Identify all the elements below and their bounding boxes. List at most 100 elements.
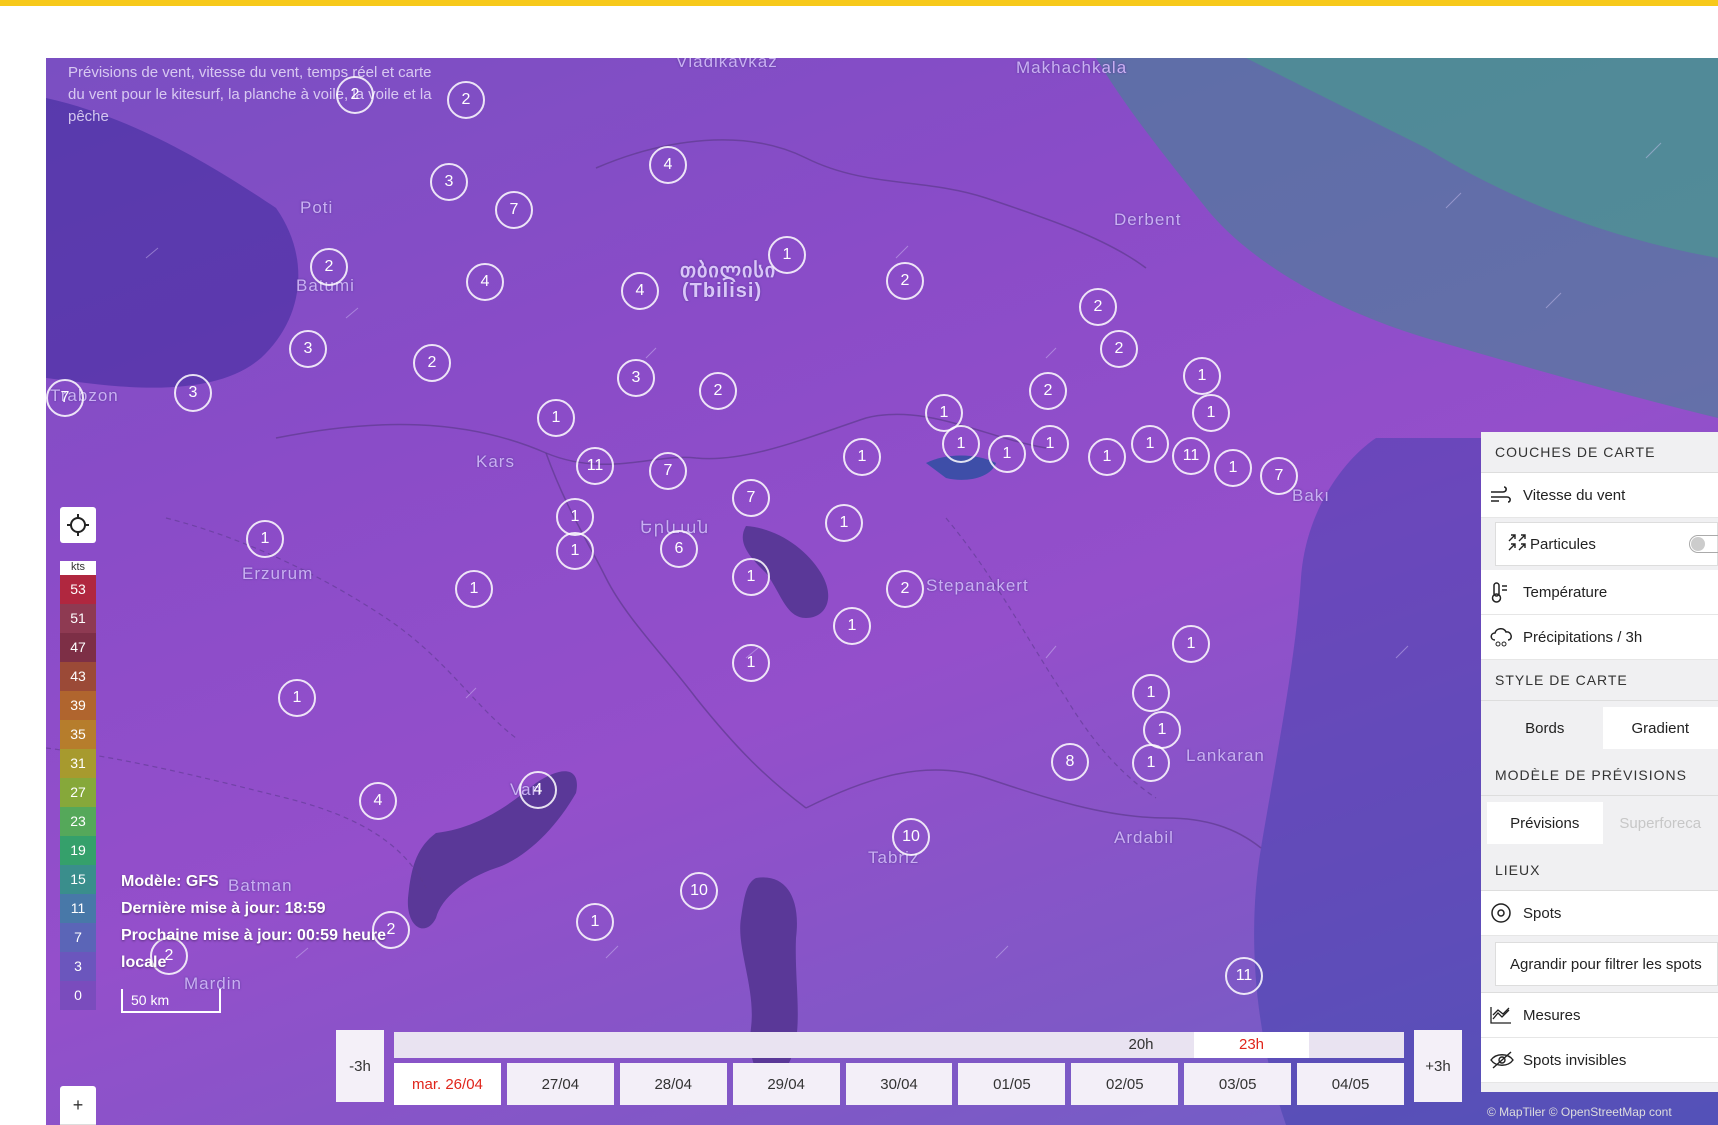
spot-cluster[interactable]: 4 bbox=[466, 263, 504, 301]
spot-cluster[interactable]: 2 bbox=[886, 262, 924, 300]
locate-button[interactable] bbox=[60, 507, 96, 543]
spot-cluster[interactable]: 2 bbox=[150, 937, 188, 975]
spot-cluster[interactable]: 1 bbox=[1031, 425, 1069, 463]
spot-cluster[interactable]: 10 bbox=[892, 818, 930, 856]
spot-cluster[interactable]: 4 bbox=[621, 272, 659, 310]
spot-cluster[interactable]: 7 bbox=[732, 479, 770, 517]
eye-slash-icon bbox=[1489, 1050, 1523, 1070]
day-button[interactable]: 28/04 bbox=[619, 1063, 727, 1105]
next-3h-button[interactable]: +3h bbox=[1414, 1030, 1462, 1102]
day-button[interactable]: 29/04 bbox=[732, 1063, 840, 1105]
spot-cluster[interactable]: 1 bbox=[556, 498, 594, 536]
invisible-spots-layer[interactable]: Spots invisibles bbox=[1481, 1038, 1718, 1083]
spot-cluster[interactable]: 2 bbox=[372, 911, 410, 949]
spot-cluster[interactable]: 1 bbox=[988, 435, 1026, 473]
spot-cluster[interactable]: 11 bbox=[1172, 437, 1210, 475]
spot-cluster[interactable]: 2 bbox=[1029, 372, 1067, 410]
measures-label: Mesures bbox=[1523, 1006, 1581, 1024]
spot-cluster[interactable]: 1 bbox=[942, 425, 980, 463]
spot-cluster[interactable]: 2 bbox=[699, 372, 737, 410]
spot-cluster[interactable]: 1 bbox=[1131, 425, 1169, 463]
spot-cluster[interactable]: 1 bbox=[278, 679, 316, 717]
spot-cluster[interactable]: 4 bbox=[359, 782, 397, 820]
spot-cluster[interactable]: 1 bbox=[1088, 438, 1126, 476]
wind-map[interactable]: Prévisions de vent, vitesse du vent, tem… bbox=[46, 58, 1718, 1125]
spot-cluster[interactable]: 2 bbox=[336, 76, 374, 114]
spot-cluster[interactable]: 1 bbox=[556, 532, 594, 570]
spot-cluster[interactable]: 1 bbox=[246, 520, 284, 558]
spot-cluster[interactable]: 7 bbox=[495, 191, 533, 229]
legend-step: 39 bbox=[60, 691, 96, 720]
city-label: Ardabil bbox=[1114, 828, 1174, 847]
spot-cluster[interactable]: 3 bbox=[289, 330, 327, 368]
zoom-in-button[interactable]: + bbox=[72, 1094, 84, 1115]
hour-label[interactable]: 20h bbox=[1128, 1036, 1154, 1053]
measures-layer[interactable]: Mesures bbox=[1481, 992, 1718, 1038]
hour-strip[interactable]: 20h 23h bbox=[394, 1032, 1404, 1058]
spot-cluster[interactable]: 1 bbox=[537, 399, 575, 437]
precipitation-layer[interactable]: Précipitations / 3h bbox=[1481, 615, 1718, 660]
city-label: Erzurum bbox=[242, 564, 314, 583]
spot-cluster[interactable]: 1 bbox=[1183, 357, 1221, 395]
spot-cluster[interactable]: 1 bbox=[1214, 449, 1252, 487]
spot-cluster[interactable]: 1 bbox=[732, 644, 770, 682]
spot-cluster[interactable]: 2 bbox=[1079, 288, 1117, 326]
crosshair-icon bbox=[67, 514, 89, 536]
particles-layer[interactable]: Particules bbox=[1495, 522, 1718, 566]
style-option-borders[interactable]: Bords bbox=[1525, 719, 1565, 737]
spot-cluster[interactable]: 1 bbox=[1132, 744, 1170, 782]
spot-cluster[interactable]: 1 bbox=[1132, 674, 1170, 712]
spot-cluster[interactable]: 7 bbox=[1260, 457, 1298, 495]
spot-cluster[interactable]: 2 bbox=[1100, 330, 1138, 368]
spots-layer[interactable]: Spots bbox=[1481, 891, 1718, 936]
prev-3h-button[interactable]: -3h bbox=[336, 1030, 384, 1102]
spot-cluster[interactable]: 2 bbox=[886, 570, 924, 608]
day-button[interactable]: 30/04 bbox=[845, 1063, 953, 1105]
particles-toggle[interactable] bbox=[1689, 535, 1718, 553]
spot-filter-hint[interactable]: Agrandir pour filtrer les spots bbox=[1495, 942, 1718, 986]
spot-cluster[interactable]: 3 bbox=[617, 359, 655, 397]
city-label: Stepanakert bbox=[926, 576, 1029, 595]
spot-cluster[interactable]: 11 bbox=[576, 447, 614, 485]
style-option-gradient[interactable]: Gradient bbox=[1602, 707, 1718, 749]
spot-cluster[interactable]: 2 bbox=[413, 344, 451, 382]
day-button[interactable]: 27/04 bbox=[506, 1063, 614, 1105]
wind-speed-layer[interactable]: Vitesse du vent bbox=[1481, 473, 1718, 518]
spot-cluster[interactable]: 6 bbox=[660, 530, 698, 568]
day-button[interactable]: 04/05 bbox=[1297, 1063, 1405, 1105]
spot-cluster[interactable]: 1 bbox=[455, 570, 493, 608]
spot-cluster[interactable]: 1 bbox=[576, 903, 614, 941]
spot-cluster[interactable]: 8 bbox=[1051, 743, 1089, 781]
city-label: Vladikavkaz bbox=[676, 58, 778, 71]
day-button[interactable]: mar. 26/04 bbox=[394, 1063, 501, 1105]
spot-cluster[interactable]: 3 bbox=[430, 163, 468, 201]
spot-cluster[interactable]: 1 bbox=[1172, 625, 1210, 663]
spot-cluster[interactable]: 7 bbox=[46, 379, 84, 417]
spot-cluster[interactable]: 3 bbox=[174, 374, 212, 412]
spot-cluster[interactable]: 1 bbox=[732, 558, 770, 596]
spot-cluster[interactable]: 2 bbox=[447, 81, 485, 119]
city-label: თბილისი bbox=[680, 260, 777, 282]
temperature-layer[interactable]: Température bbox=[1481, 570, 1718, 615]
spot-cluster[interactable]: 2 bbox=[310, 248, 348, 286]
spot-cluster[interactable]: 1 bbox=[768, 236, 806, 274]
spot-cluster[interactable]: 4 bbox=[519, 771, 557, 809]
spot-cluster[interactable]: 1 bbox=[1192, 394, 1230, 432]
spot-cluster[interactable]: 1 bbox=[825, 504, 863, 542]
day-button[interactable]: 03/05 bbox=[1184, 1063, 1292, 1105]
spot-cluster[interactable]: 1 bbox=[843, 438, 881, 476]
spot-cluster[interactable]: 1 bbox=[833, 607, 871, 645]
city-label: Bakı bbox=[1292, 486, 1331, 505]
spot-cluster[interactable]: 10 bbox=[680, 872, 718, 910]
day-button[interactable]: 02/05 bbox=[1071, 1063, 1179, 1105]
next-update-cont: locale bbox=[121, 954, 167, 971]
model-option-forecast[interactable]: Prévisions bbox=[1487, 802, 1603, 844]
spot-cluster[interactable]: 7 bbox=[649, 452, 687, 490]
hour-label-selected[interactable]: 23h bbox=[1194, 1032, 1309, 1058]
model-option-superforecast[interactable]: Superforeca bbox=[1619, 814, 1702, 832]
spot-cluster[interactable]: 1 bbox=[925, 394, 963, 432]
spot-cluster[interactable]: 4 bbox=[649, 146, 687, 184]
day-button[interactable]: 01/05 bbox=[958, 1063, 1066, 1105]
spot-cluster[interactable]: 11 bbox=[1225, 957, 1263, 995]
wind-speed-legend: kts 53 51 47 43 39 35 31 27 23 19 15 11 7 3 0 bbox=[60, 561, 96, 1010]
